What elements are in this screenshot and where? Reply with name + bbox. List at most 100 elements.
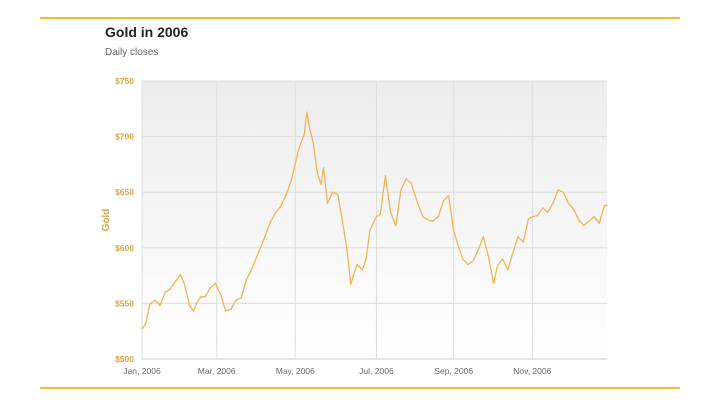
data-point bbox=[312, 142, 314, 144]
data-point bbox=[405, 178, 407, 180]
data-point bbox=[493, 282, 495, 284]
data-point bbox=[477, 249, 479, 251]
grid bbox=[141, 80, 607, 360]
data-point bbox=[395, 224, 397, 227]
data-point bbox=[417, 202, 419, 204]
data-point bbox=[196, 300, 198, 302]
data-point bbox=[323, 167, 325, 169]
data-point bbox=[588, 220, 590, 222]
data-point bbox=[365, 258, 367, 260]
data-point bbox=[298, 147, 300, 149]
data-point bbox=[192, 310, 195, 312]
data-point bbox=[593, 216, 595, 218]
data-point bbox=[265, 233, 267, 236]
data-point bbox=[379, 213, 381, 216]
data-point bbox=[308, 127, 311, 129]
data-point bbox=[572, 208, 575, 210]
data-point bbox=[159, 305, 161, 307]
data-point bbox=[316, 171, 318, 173]
data-point bbox=[290, 179, 293, 181]
data-point bbox=[427, 219, 429, 221]
data-point bbox=[410, 182, 412, 184]
data-point bbox=[174, 280, 177, 282]
x-tick-label: Jan, 2006 bbox=[123, 366, 161, 376]
data-point bbox=[482, 236, 484, 238]
data-point bbox=[462, 258, 464, 260]
data-point bbox=[437, 216, 439, 218]
data-point bbox=[280, 204, 282, 207]
bottom-rule bbox=[40, 387, 680, 389]
data-point bbox=[352, 275, 354, 277]
data-point bbox=[189, 305, 191, 307]
data-point bbox=[145, 322, 147, 325]
data-point bbox=[306, 111, 308, 113]
data-point bbox=[507, 269, 509, 271]
data-point bbox=[447, 194, 450, 197]
data-point bbox=[275, 211, 277, 213]
data-point bbox=[472, 260, 474, 262]
y-tick-label: $650 bbox=[115, 187, 134, 197]
data-point bbox=[356, 263, 358, 266]
data-point bbox=[235, 299, 237, 301]
data-point bbox=[512, 251, 514, 253]
data-point bbox=[422, 216, 424, 218]
data-point bbox=[522, 241, 524, 243]
data-point bbox=[578, 219, 580, 221]
data-point bbox=[603, 204, 606, 207]
data-point bbox=[183, 283, 186, 286]
data-point bbox=[361, 269, 363, 271]
data-point bbox=[536, 214, 539, 217]
y-axis: $500 $550 $600 $650 $700 $750 bbox=[115, 76, 134, 364]
data-point bbox=[154, 299, 156, 301]
y-axis-label: Gold bbox=[101, 209, 112, 232]
data-point bbox=[303, 133, 305, 135]
data-point bbox=[200, 296, 202, 298]
data-point bbox=[390, 211, 392, 213]
data-point bbox=[432, 220, 434, 222]
data-point bbox=[350, 283, 352, 286]
data-point bbox=[240, 297, 242, 299]
data-point bbox=[557, 189, 559, 191]
x-tick-label: Sep, 2006 bbox=[434, 366, 473, 376]
data-point bbox=[320, 183, 322, 186]
data-point bbox=[256, 256, 258, 258]
data-point bbox=[219, 293, 222, 296]
data-point bbox=[169, 288, 171, 290]
data-point bbox=[527, 218, 530, 220]
data-point bbox=[458, 247, 460, 249]
data-point bbox=[606, 204, 608, 207]
data-point bbox=[598, 222, 600, 224]
data-point bbox=[180, 273, 182, 276]
data-point bbox=[259, 247, 262, 249]
data-point bbox=[375, 216, 378, 218]
data-point bbox=[209, 287, 211, 289]
data-point bbox=[337, 193, 339, 196]
x-tick-label: May, 2006 bbox=[276, 366, 315, 376]
series-points bbox=[141, 111, 608, 330]
data-point bbox=[230, 308, 232, 310]
data-point bbox=[487, 256, 490, 258]
x-axis: Jan, 2006 Mar, 2006 May, 2006 Jul, 2006 Sep,… bbox=[123, 366, 551, 376]
x-tick-label: Jul, 2006 bbox=[359, 366, 394, 376]
y-tick-label: $600 bbox=[115, 243, 134, 253]
data-point bbox=[294, 162, 296, 164]
data-point bbox=[502, 258, 504, 260]
data-point bbox=[245, 279, 247, 281]
data-point bbox=[400, 189, 402, 191]
y-tick-label: $750 bbox=[115, 76, 134, 86]
data-point bbox=[164, 291, 166, 293]
data-point bbox=[517, 236, 519, 238]
x-tick-label: Mar, 2006 bbox=[198, 366, 236, 376]
data-point bbox=[341, 216, 343, 218]
data-point bbox=[225, 310, 227, 312]
data-point bbox=[214, 282, 217, 284]
data-point bbox=[547, 211, 549, 213]
data-point bbox=[496, 264, 499, 267]
top-rule bbox=[40, 17, 680, 19]
y-tick-label: $500 bbox=[115, 354, 134, 364]
data-point bbox=[541, 207, 544, 209]
data-point bbox=[384, 174, 387, 177]
data-point bbox=[141, 328, 143, 330]
data-point bbox=[149, 303, 151, 306]
